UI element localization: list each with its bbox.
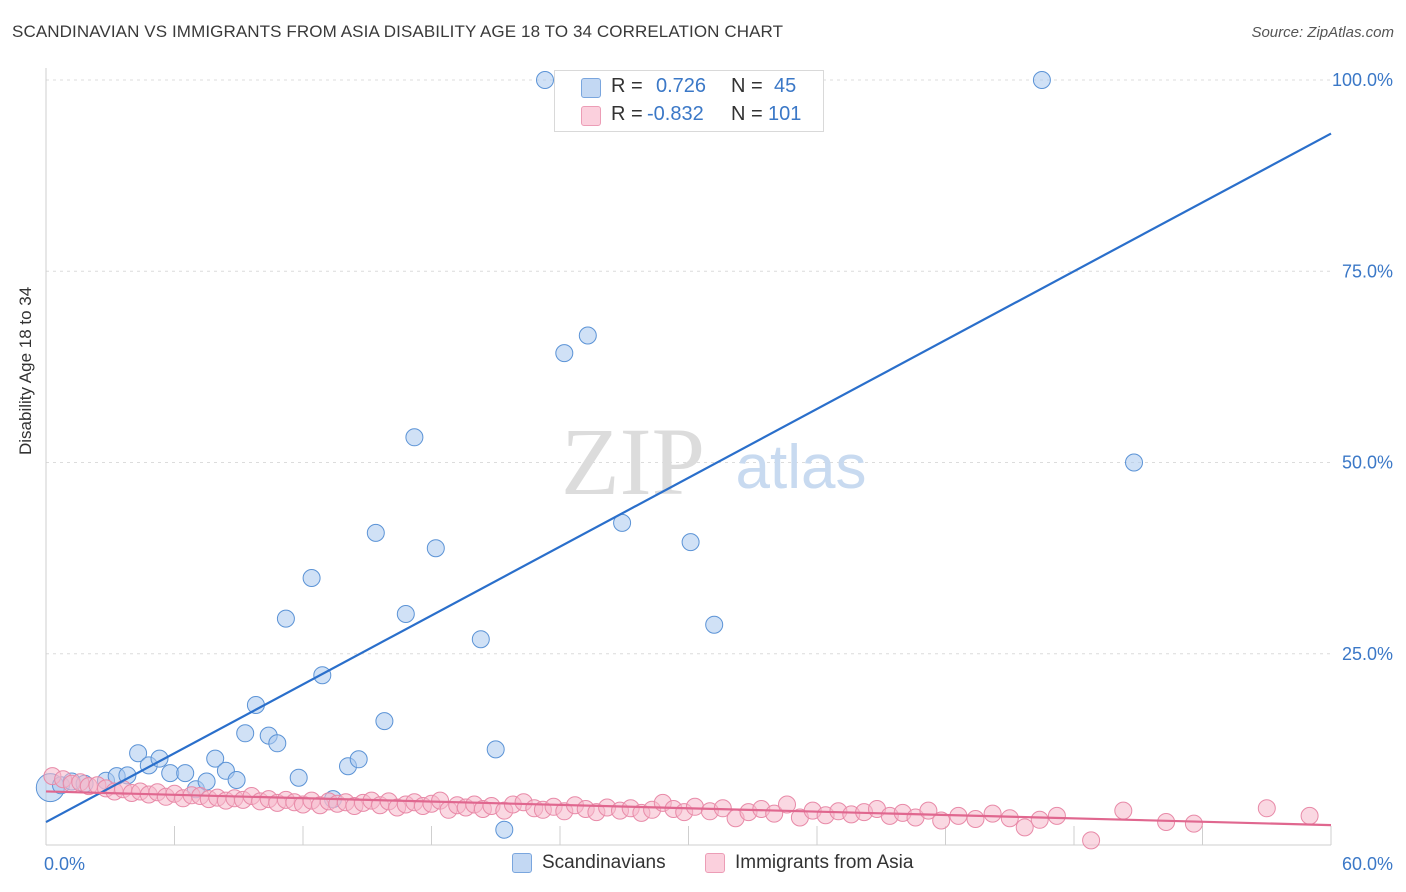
immigrant-asia-point bbox=[1257, 799, 1276, 818]
scandinavian-point bbox=[289, 768, 308, 787]
scandinavian-point bbox=[206, 749, 225, 768]
scandinavian-point bbox=[161, 764, 180, 783]
scandinavian-point bbox=[705, 615, 724, 634]
legend-n-value: 45 bbox=[774, 75, 797, 97]
immigrant-asia-point bbox=[1184, 814, 1203, 833]
immigrant-asia-point bbox=[966, 810, 985, 828]
immigrant-asia-point bbox=[778, 795, 796, 814]
immigrant-asia-point bbox=[1000, 809, 1019, 828]
scandinavian-point bbox=[227, 771, 246, 789]
legend-swatch-pink bbox=[581, 106, 601, 126]
scandinavian-point bbox=[405, 428, 424, 447]
legend-r-label: R = bbox=[611, 103, 643, 125]
x-tick-label: 0.0% bbox=[44, 854, 85, 874]
y-axis-label: Disability Age 18 to 34 bbox=[16, 286, 35, 455]
source-label: Source: ZipAtlas.com bbox=[1251, 24, 1394, 41]
legend-row-immigrants-asia: R = -0.832 N = 101 bbox=[555, 100, 823, 130]
scandinavian-point bbox=[129, 744, 148, 763]
bottom-legend-label: Immigrants from Asia bbox=[735, 852, 914, 873]
immigrant-asia-point bbox=[1030, 810, 1049, 829]
axes bbox=[45, 68, 1332, 846]
legend-r-label: R = bbox=[611, 75, 643, 97]
scandinavian-point bbox=[246, 696, 265, 714]
scandinavian-point bbox=[366, 523, 385, 542]
grid-lines bbox=[46, 79, 1331, 655]
scandinavian-point bbox=[555, 344, 574, 363]
scandinavian-point bbox=[375, 712, 394, 731]
scandinavian-point bbox=[268, 734, 287, 753]
legend-row-scandinavians: R = 0.726 N = 45 bbox=[555, 72, 823, 102]
y-tick-label: 75.0% bbox=[1342, 261, 1393, 281]
scandinavian-point bbox=[1125, 453, 1143, 472]
scandinavian-point bbox=[236, 724, 255, 743]
watermark-atlas: atlas bbox=[736, 433, 867, 502]
scandinavian-point bbox=[495, 820, 514, 839]
immigrant-asia-trend-line bbox=[45, 790, 1332, 827]
immigrant-asia-point bbox=[1300, 806, 1319, 825]
scandinavian-point bbox=[471, 630, 490, 649]
scandinavian-point bbox=[396, 605, 415, 623]
y-tick-label: 50.0% bbox=[1342, 453, 1393, 473]
watermark-zip: ZIP bbox=[561, 408, 705, 515]
tick-labels: 25.0% 50.0% 75.0% 100.0% 0.0% 60.0% bbox=[44, 70, 1393, 874]
watermark: ZIP atlas bbox=[561, 408, 866, 515]
x-tick-label: 60.0% bbox=[1342, 854, 1393, 874]
scandinavian-point bbox=[536, 71, 554, 89]
legend-n-label: N = bbox=[731, 75, 763, 97]
scandinavian-point bbox=[349, 750, 368, 769]
immigrant-asia-point bbox=[685, 797, 704, 816]
correlation-legend: R = 0.726 N = 45 R = -0.832 N = 101 bbox=[554, 70, 824, 132]
immigrant-asia-point bbox=[983, 804, 1002, 823]
bottom-legend-label: Scandinavians bbox=[542, 852, 666, 873]
immigrant-asia-point bbox=[1114, 801, 1133, 820]
y-tick-label: 100.0% bbox=[1332, 70, 1393, 90]
immigrant-asia-point bbox=[1082, 831, 1101, 850]
legend-r-value: -0.832 bbox=[647, 103, 704, 125]
legend-r-value: 0.726 bbox=[656, 75, 707, 97]
trend-lines bbox=[45, 132, 1332, 827]
legend-n-label: N = bbox=[731, 103, 763, 125]
scandinavian-point bbox=[578, 326, 597, 345]
scandinavian-point bbox=[681, 533, 700, 552]
scandinavian-point bbox=[1032, 71, 1051, 89]
scandinavian-point bbox=[176, 764, 195, 783]
legend-n-value: 101 bbox=[768, 103, 802, 125]
bottom-legend-swatch-pink bbox=[705, 853, 725, 873]
y-tick-label: 25.0% bbox=[1342, 644, 1393, 664]
immigrant-asia-point bbox=[1015, 818, 1034, 837]
legend-swatch-blue bbox=[581, 78, 601, 98]
bottom-legend-swatch-blue bbox=[512, 853, 532, 873]
scandinavian-point bbox=[276, 609, 295, 628]
immigrant-asia-point bbox=[932, 811, 951, 830]
immigrant-asia-point bbox=[1047, 806, 1066, 825]
scandinavian-trend-line bbox=[45, 132, 1332, 824]
scandinavian-point bbox=[302, 569, 321, 587]
chart-title: SCANDINAVIAN VS IMMIGRANTS FROM ASIA DIS… bbox=[12, 22, 784, 41]
scandinavian-point bbox=[486, 740, 505, 759]
scandinavian-point bbox=[426, 539, 445, 558]
